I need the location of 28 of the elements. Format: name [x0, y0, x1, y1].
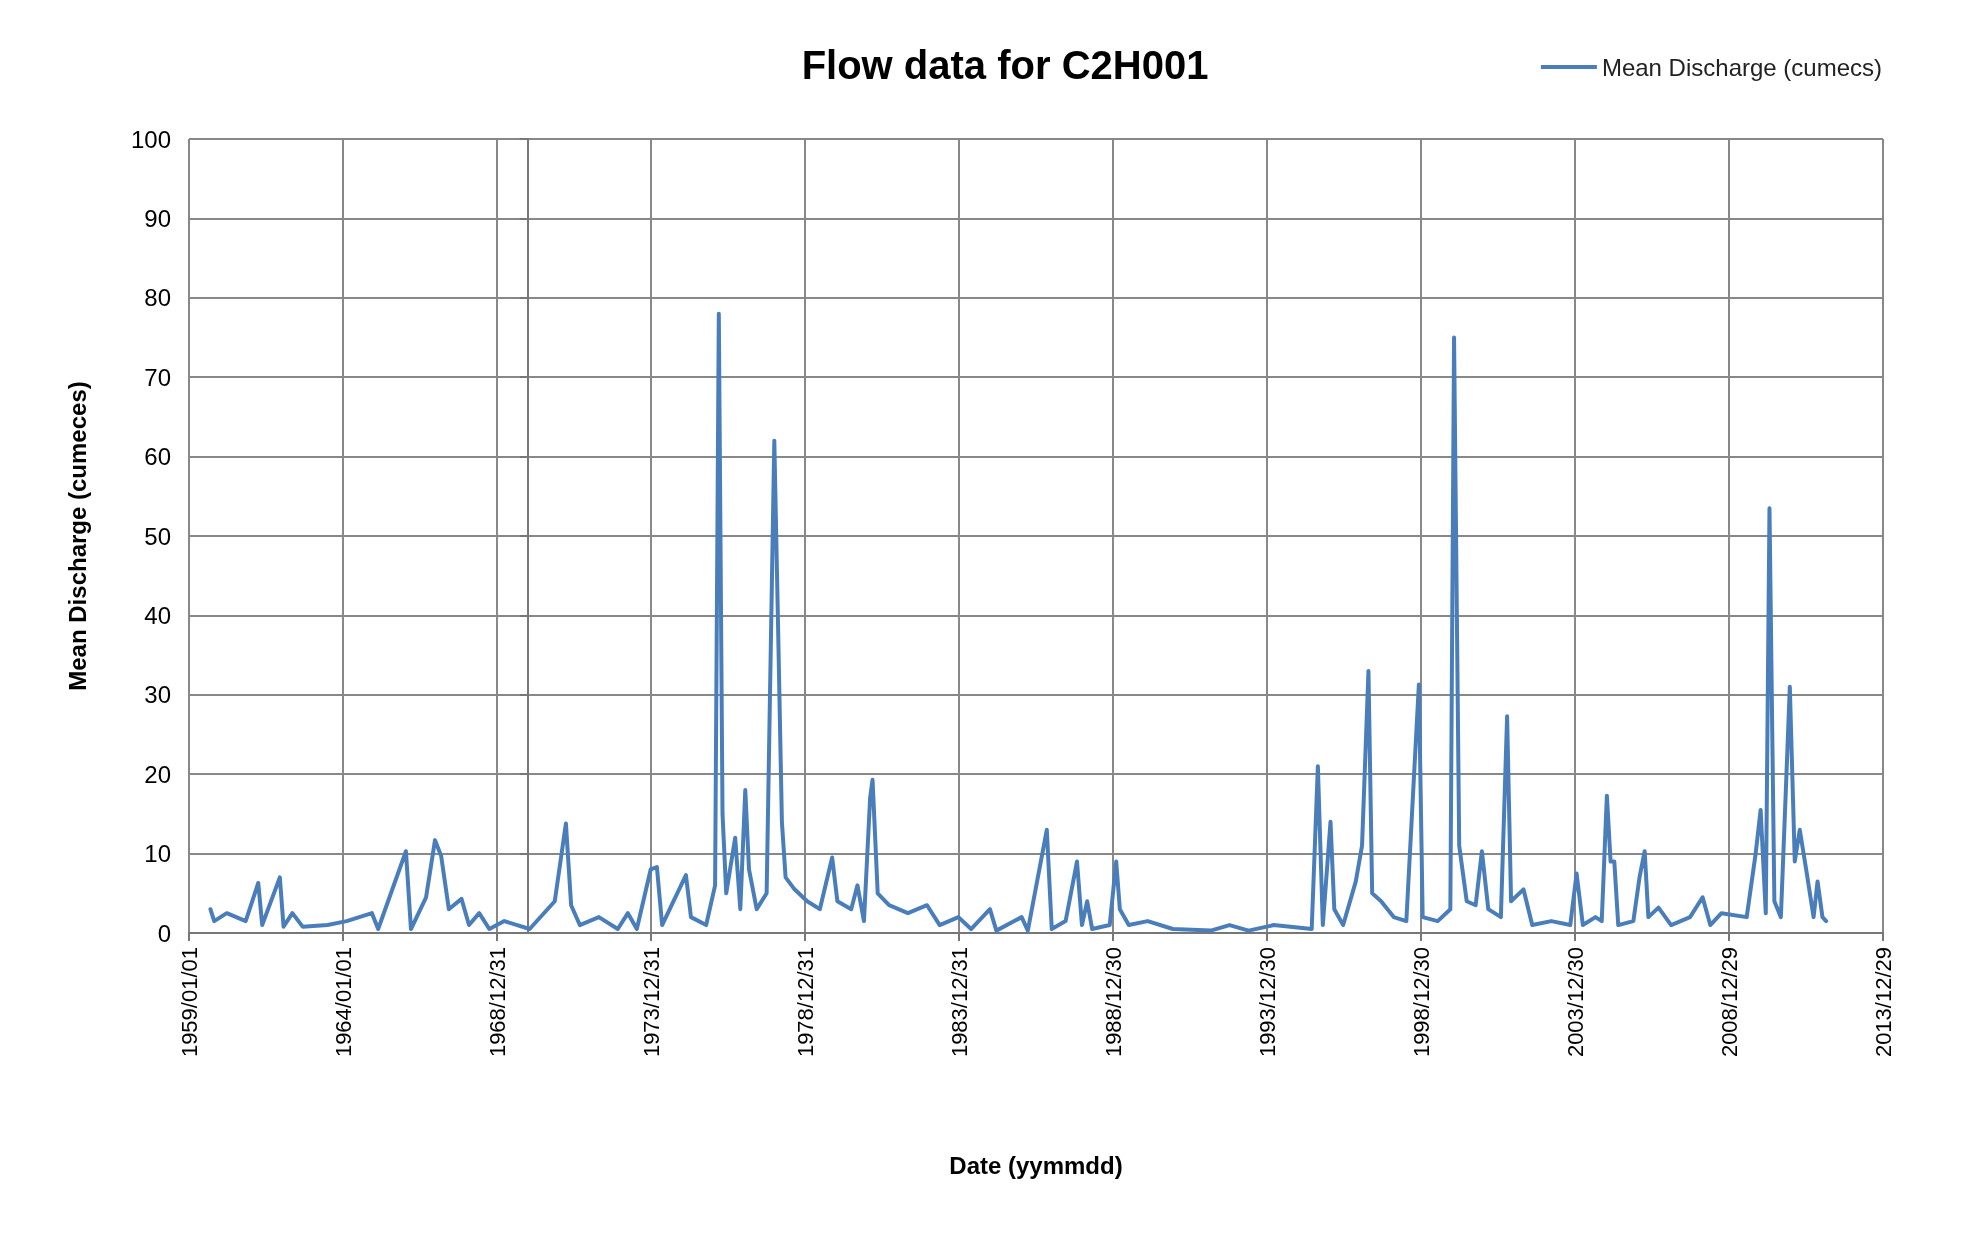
y-tick-label: 50 [144, 522, 171, 550]
x-tick-label: 1964/01/01 [330, 947, 356, 1058]
x-tick-label: 2003/12/30 [1562, 947, 1588, 1058]
x-tick-label: 2013/12/29 [1870, 947, 1896, 1058]
line-series [208, 311, 1829, 933]
x-tick-label: 1983/12/31 [946, 947, 972, 1058]
y-tick-label: 100 [130, 125, 171, 153]
x-tick-label: 1988/12/30 [1100, 947, 1126, 1058]
y-tick-label: 10 [144, 840, 171, 868]
x-tick-label: 1978/12/31 [792, 947, 818, 1058]
x-tick-label: 1998/12/30 [1408, 947, 1434, 1058]
y-tick-label: 70 [144, 363, 171, 391]
y-tick-label: 30 [144, 681, 171, 709]
x-tick-label: 1973/12/31 [638, 947, 664, 1058]
y-axis-title: Mean Discharge (cumeces) [63, 381, 91, 691]
x-tick-label: 1959/01/01 [176, 947, 202, 1058]
y-tick-label: 60 [144, 443, 171, 471]
y-tick-label: 80 [144, 284, 171, 312]
y-tick-label: 90 [144, 204, 171, 232]
x-tick-label: 1993/12/30 [1254, 947, 1280, 1058]
y-tick-label: 20 [144, 760, 171, 788]
x-axis-title: Date (yymmdd) [949, 1151, 1123, 1179]
x-tick-label: 1968/12/31 [484, 947, 510, 1058]
chart-title: Flow data for C2H001 [801, 43, 1209, 87]
y-tick-label: 0 [157, 919, 171, 947]
x-tick-label: 2008/12/29 [1716, 947, 1742, 1058]
legend-label: Mean Discharge (cumecs) [1601, 53, 1882, 81]
y-tick-label: 40 [144, 601, 171, 629]
